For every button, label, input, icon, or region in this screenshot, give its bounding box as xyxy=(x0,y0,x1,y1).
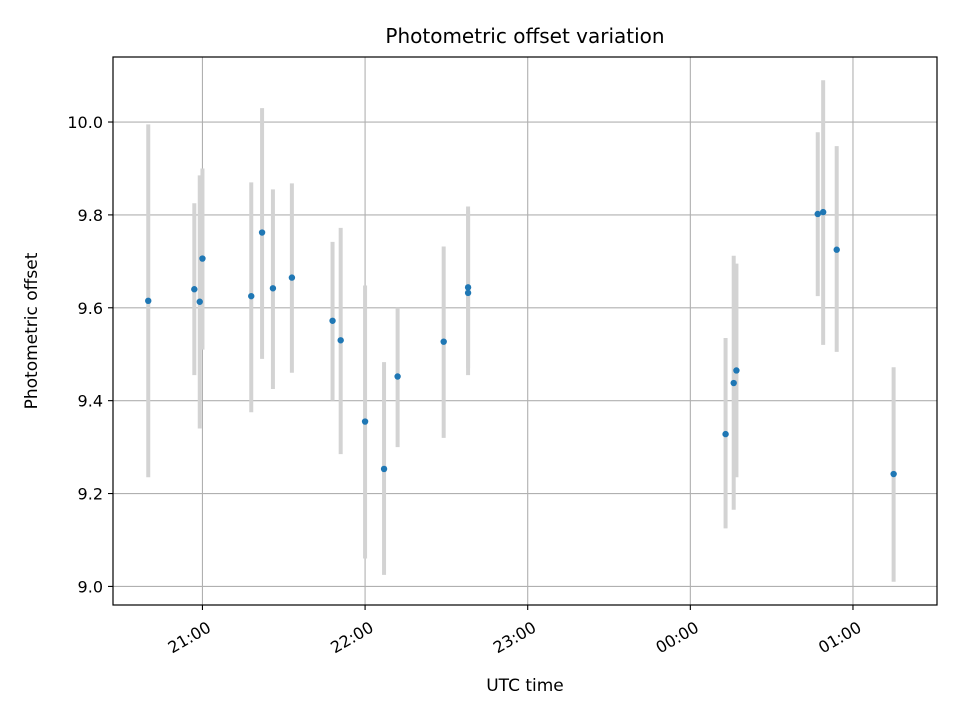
data-point xyxy=(814,210,821,218)
y-tick-label: 9.6 xyxy=(78,299,103,318)
x-axis-label: UTC time xyxy=(486,676,564,696)
data-point xyxy=(269,285,277,292)
data-point xyxy=(380,465,388,473)
data-point xyxy=(258,229,266,236)
chart-title: Photometric offset variation xyxy=(385,24,664,48)
y-axis-ticks: 9.0 9.2 9.4 9.6 9.8 10.0 xyxy=(67,113,113,596)
data-point xyxy=(730,379,737,387)
data-point xyxy=(337,337,344,344)
data-point xyxy=(361,418,369,425)
data-point xyxy=(464,289,472,297)
y-tick-label: 9.4 xyxy=(78,392,103,411)
data-point xyxy=(248,292,255,300)
data-point xyxy=(196,298,203,305)
y-axis-label: Photometric offset xyxy=(22,252,42,409)
data-point xyxy=(722,430,729,438)
y-tick-label: 10.0 xyxy=(67,113,103,132)
plot-frame xyxy=(112,56,938,606)
data-point xyxy=(145,297,152,305)
data-point xyxy=(819,208,827,216)
data-point xyxy=(191,286,198,293)
data-point xyxy=(890,470,897,478)
y-tick-label: 9.2 xyxy=(78,485,103,504)
data-point xyxy=(833,246,840,253)
data-point xyxy=(199,255,206,262)
y-tick-label: 9.8 xyxy=(78,206,103,225)
data-point xyxy=(288,274,296,281)
y-tick-label: 9.0 xyxy=(78,577,103,596)
data-point xyxy=(440,338,447,345)
data-point xyxy=(464,284,472,291)
data-point xyxy=(733,367,740,374)
data-point xyxy=(329,317,336,324)
data-points xyxy=(145,208,897,478)
data-point xyxy=(394,373,401,380)
